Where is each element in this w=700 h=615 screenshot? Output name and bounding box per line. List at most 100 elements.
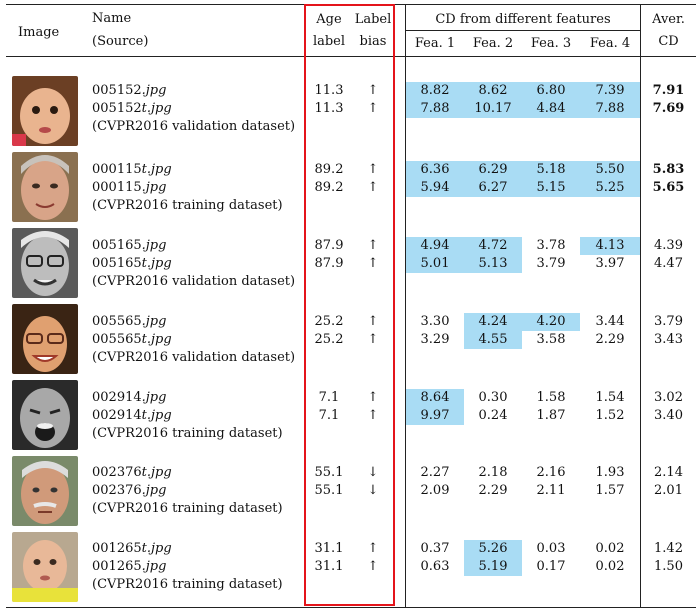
image-source: (CVPR2016 training dataset) [92,426,283,441]
cd-subheader-rule [406,30,640,31]
fea4-value-1: 5.50 [580,161,640,179]
fea1-value-2: 3.29 [420,332,450,347]
fea1-value-2: 5.01 [406,255,464,273]
fea2-value-2: 2.29 [478,483,508,498]
label-bias-2: ↑ [367,332,379,347]
label-bias-1: ↓ [367,465,379,480]
fea3-value-2: 1.87 [536,408,566,423]
average-cd-1: 7.91 [652,83,685,98]
highlight-box [304,4,395,606]
fea4-value-1: 1.54 [595,390,625,405]
image-name-1: 000115t.jpg [92,162,172,177]
label-bias-1: ↑ [367,238,379,253]
image-name-1: 005565.jpg [92,314,167,329]
label-bias-1: ↑ [367,390,379,405]
fea1-value-1: 6.36 [406,161,464,179]
fea4-value-1: 3.44 [595,314,625,329]
table-row: 005152.jpg 005152t.jpg (CVPR2016 validat… [0,76,700,152]
image-source: (CVPR2016 training dataset) [92,577,283,592]
image-name-2: 002376.jpg [92,483,167,498]
header-aver-1: Aver. [652,12,685,27]
image-source: (CVPR2016 validation dataset) [92,274,296,289]
fea1-value-1: 3.30 [420,314,450,329]
cd-right-divider [640,4,641,607]
fea2-value-1: 4.24 [464,313,522,331]
fea1-value-1: 8.64 [406,389,464,407]
fea1-value-1: 0.37 [420,541,450,556]
fea3-value-1: 4.20 [522,313,580,331]
fea1-value-2: 7.88 [406,100,464,118]
average-cd-1: 4.39 [654,238,683,253]
header-age-label-1: Age [316,12,342,27]
age-label-2: 87.9 [314,256,344,271]
header-rule [6,56,696,57]
fea3-value-2: 3.58 [536,332,566,347]
header-cd-title: CD from different features [435,12,611,27]
average-cd-1: 5.83 [652,162,685,177]
table-row: 005565.jpg 005565t.jpg (CVPR2016 validat… [0,304,700,380]
label-bias-1: ↑ [367,162,379,177]
average-cd-2: 5.65 [652,180,685,195]
fea3-value-1: 3.78 [536,238,566,253]
header-source: (Source) [92,34,149,49]
image-name-1: 001265t.jpg [92,541,172,556]
face-baby-boy-icon [12,532,78,602]
age-label-1: 89.2 [314,162,344,177]
face-toddler-icon [12,76,78,146]
image-name-2: 005152t.jpg [92,101,172,116]
face-elderly-glasses-icon [12,228,78,298]
age-label-2: 55.1 [314,483,344,498]
image-source: (CVPR2016 validation dataset) [92,350,296,365]
fea4-value-2: 5.25 [580,179,640,197]
fea2-value-2: 5.19 [464,558,522,576]
label-bias-1: ↑ [367,541,379,556]
label-bias-2: ↑ [367,180,379,195]
label-bias-2: ↓ [367,483,379,498]
age-label-1: 87.9 [314,238,344,253]
fea1-value-1: 8.82 [406,82,464,100]
fea3-value-1: 0.03 [536,541,566,556]
header-aver-2: CD [658,34,679,49]
table-row: 002914.jpg 002914t.jpg (CVPR2016 trainin… [0,380,700,456]
header-fea4: Fea. 4 [589,36,631,51]
fea4-value-1: 4.13 [580,237,640,255]
header-name: Name [92,11,132,26]
fea3-value-1: 5.18 [522,161,580,179]
fea4-value-1: 1.93 [595,465,625,480]
average-cd-1: 3.79 [654,314,683,329]
image-name-2: 001265.jpg [92,559,167,574]
image-source: (CVPR2016 training dataset) [92,501,283,516]
header-bias-label-2: bias [359,34,387,49]
fea3-value-2: 3.79 [536,256,566,271]
header-fea2: Fea. 2 [472,36,514,51]
image-name-2: 005165t.jpg [92,256,172,271]
fea3-value-1: 1.58 [536,390,566,405]
image-source: (CVPR2016 training dataset) [92,198,283,213]
average-cd-2: 4.47 [654,256,683,271]
average-cd-2: 3.40 [654,408,683,423]
fea2-value-2: 5.13 [464,255,522,273]
table-row: 005165.jpg 005165t.jpg (CVPR2016 validat… [0,228,700,304]
header-fea1: Fea. 1 [414,36,456,51]
image-name-1: 002376t.jpg [92,465,172,480]
age-label-1: 55.1 [314,465,344,480]
fea4-value-1: 7.39 [580,82,640,100]
header-image: Image [18,25,60,40]
fea4-value-1: 0.02 [595,541,625,556]
face-crying-child-icon [12,380,78,450]
fea2-value-2: 10.17 [464,100,522,118]
age-label-1: 11.3 [314,83,344,98]
fea1-value-2: 2.09 [420,483,450,498]
image-name-2: 002914t.jpg [92,408,172,423]
fea1-value-2: 5.94 [406,179,464,197]
fea1-value-2: 9.97 [406,407,464,425]
average-cd-1: 1.42 [654,541,683,556]
fea2-value-1: 5.26 [464,540,522,558]
image-name-1: 005152.jpg [92,83,167,98]
label-bias-1: ↑ [367,314,379,329]
fea3-value-2: 2.11 [536,483,566,498]
table-row: 001265t.jpg 001265.jpg (CVPR2016 trainin… [0,532,700,608]
age-label-2: 11.3 [314,101,344,116]
age-label-2: 7.1 [318,408,340,423]
fea4-value-2: 2.29 [595,332,625,347]
